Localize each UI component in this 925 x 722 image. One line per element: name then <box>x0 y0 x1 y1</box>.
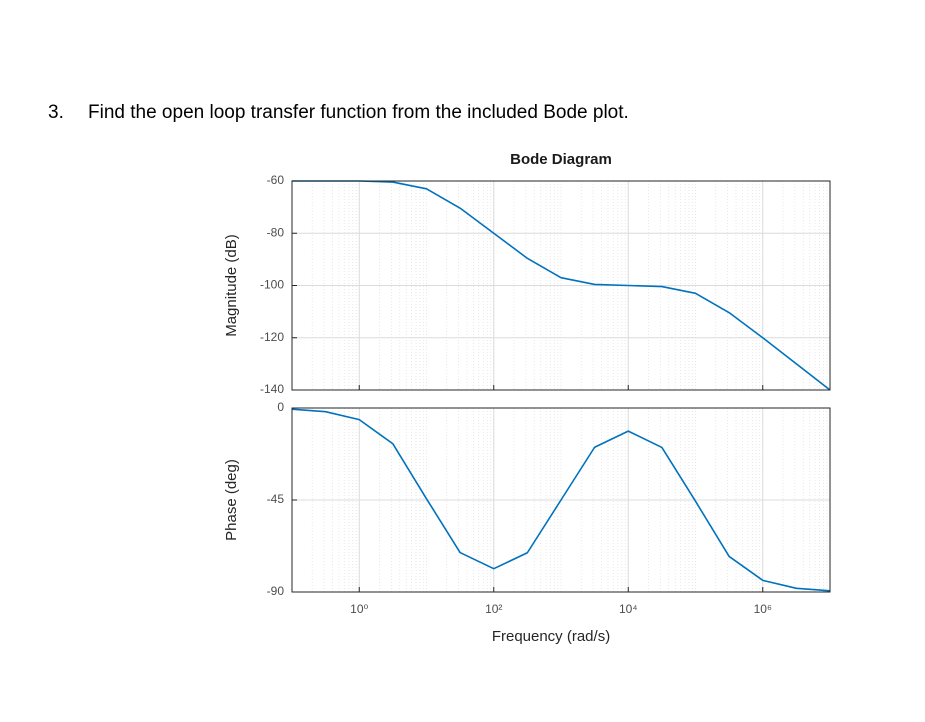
chart-title: Bode Diagram <box>510 151 612 168</box>
y-tick-label: 0 <box>277 400 284 414</box>
y-tick-label: -120 <box>260 330 284 344</box>
y-tick-label: -100 <box>260 278 284 292</box>
x-axis-label: Frequency (rad/s) <box>492 628 610 645</box>
y-tick-label: -60 <box>267 173 285 187</box>
y-tick-label: -45 <box>267 492 285 506</box>
y-axis-label: Phase (deg) <box>223 459 240 541</box>
question-text: Find the open loop transfer function fro… <box>88 102 629 123</box>
x-tick-label: 10² <box>485 602 502 616</box>
y-tick-label: -80 <box>267 225 285 239</box>
question-number: 3. <box>48 102 64 123</box>
x-tick-label: 10⁴ <box>619 602 638 616</box>
y-axis-label: Magnitude (dB) <box>223 234 240 337</box>
curve <box>292 180 831 391</box>
y-tick-label: -140 <box>260 382 284 396</box>
curve <box>291 408 831 592</box>
y-tick-label: -90 <box>267 584 285 598</box>
x-tick-label: 10⁰ <box>350 602 368 616</box>
axes-frame <box>291 180 831 391</box>
x-tick-label: 10⁶ <box>754 602 772 616</box>
axes-frame <box>291 407 831 593</box>
